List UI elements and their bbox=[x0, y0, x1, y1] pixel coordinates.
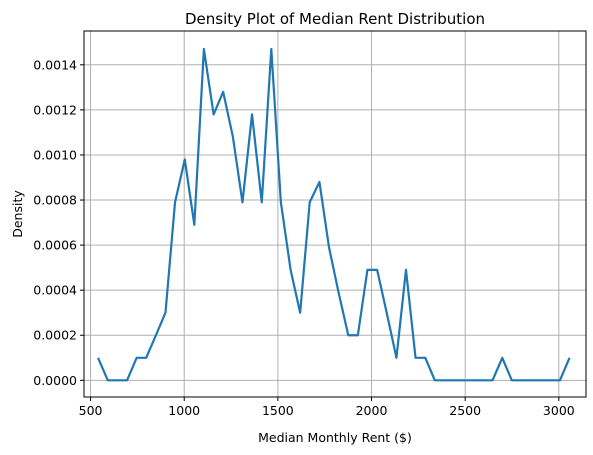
x-tick-label: 2500 bbox=[449, 403, 481, 418]
y-tick-label: 0.0010 bbox=[33, 147, 77, 162]
series-layer bbox=[97, 47, 571, 382]
y-tick-label: 0.0004 bbox=[33, 283, 77, 298]
x-tick-label: 2000 bbox=[356, 403, 388, 418]
chart-title: Density Plot of Median Rent Distribution bbox=[185, 10, 485, 28]
y-axis-label: Density bbox=[10, 190, 25, 238]
grid bbox=[84, 31, 586, 397]
y-tick-label: 0.0000 bbox=[33, 373, 77, 388]
plot-frame bbox=[83, 30, 587, 398]
x-axis-ticks: 500 1000 1500 2000 2500 3000 bbox=[79, 397, 575, 418]
x-tick-label: 1000 bbox=[168, 403, 200, 418]
y-axis-ticks: 0.0000 0.0002 0.0004 0.0006 0.0008 0.0010 0.00… bbox=[33, 57, 84, 388]
x-axis-label: Median Monthly Rent ($) bbox=[258, 430, 412, 445]
y-tick-label: 0.0012 bbox=[33, 102, 77, 117]
y-tick-label: 0.0014 bbox=[33, 57, 77, 72]
x-tick-label: 1500 bbox=[262, 403, 294, 418]
x-tick-label: 500 bbox=[79, 403, 103, 418]
density-series-line bbox=[97, 47, 571, 382]
y-tick-label: 0.0008 bbox=[33, 193, 77, 208]
y-tick-label: 0.0002 bbox=[33, 328, 77, 343]
y-tick-label: 0.0006 bbox=[33, 238, 77, 253]
x-tick-label: 3000 bbox=[543, 403, 575, 418]
